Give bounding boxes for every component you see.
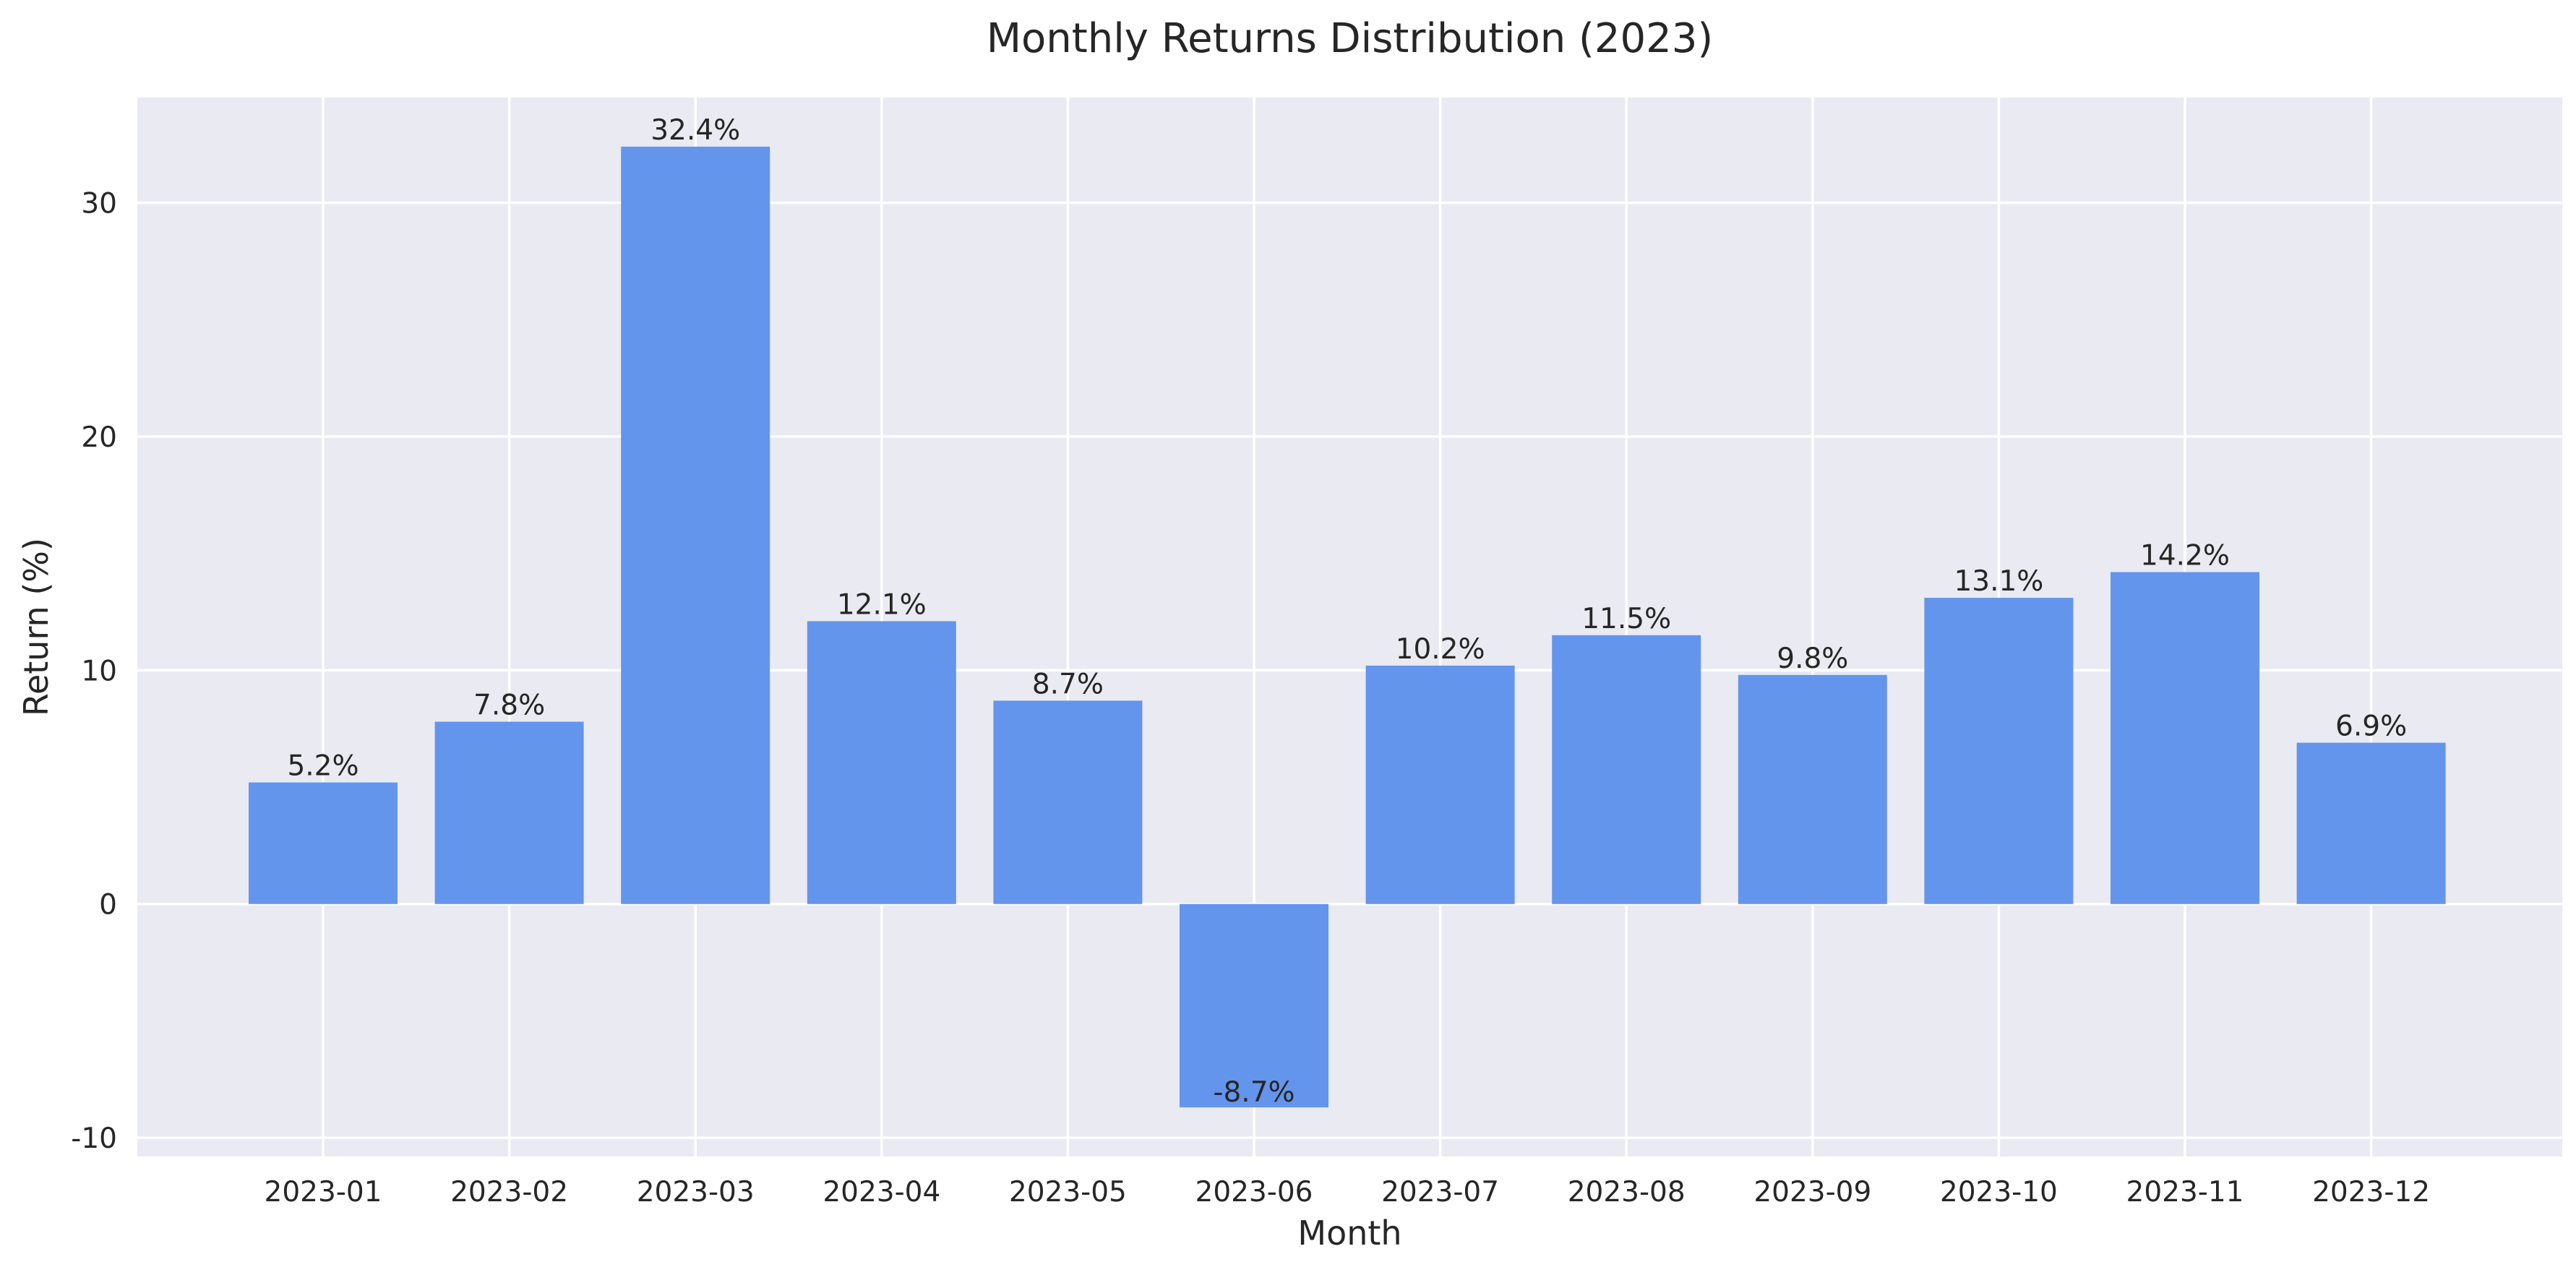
bar-2023-05 <box>993 700 1143 904</box>
y-axis-ticks: -10 0 10 20 30 <box>71 188 117 1156</box>
data-label-2023-04: 12.1% <box>837 588 927 621</box>
data-label-2023-05: 8.7% <box>1032 668 1104 700</box>
y-tick-label: 20 <box>81 421 117 454</box>
data-labels: 5.2% 7.8% 32.4% 12.1% 8.7% -8.7% 10.2% 11.5% 9.8… <box>287 114 2407 1109</box>
bar-2023-01 <box>249 782 398 904</box>
x-tick-label: 2023-09 <box>1753 1176 1871 1209</box>
x-tick-label: 2023-02 <box>450 1176 568 1209</box>
bars <box>249 146 2446 1108</box>
bar-2023-09 <box>1738 674 1887 904</box>
bar-2023-03 <box>621 146 770 904</box>
y-tick-label: -10 <box>71 1122 117 1155</box>
y-tick-label: 10 <box>81 655 117 687</box>
y-axis-label: Return (%) <box>17 538 56 716</box>
bar-2023-06 <box>1180 903 1328 1108</box>
data-label-2023-01: 5.2% <box>287 750 359 783</box>
x-tick-label: 2023-11 <box>2126 1176 2244 1209</box>
x-tick-label: 2023-01 <box>265 1176 382 1209</box>
data-label-2023-09: 9.8% <box>1777 643 1848 675</box>
y-tick-label: 30 <box>81 188 117 220</box>
x-tick-label: 2023-04 <box>823 1176 940 1209</box>
bar-2023-10 <box>1924 598 2074 904</box>
chart-title: Monthly Returns Distribution (2023) <box>987 15 1714 62</box>
data-label-2023-06: -8.7% <box>1213 1076 1295 1109</box>
bar-2023-12 <box>2296 742 2446 904</box>
data-label-2023-10: 13.1% <box>1954 565 2043 598</box>
x-tick-label: 2023-03 <box>637 1176 755 1209</box>
x-tick-label: 2023-07 <box>1381 1176 1499 1209</box>
bar-2023-04 <box>807 621 956 904</box>
y-tick-label: 0 <box>99 889 117 922</box>
x-tick-label: 2023-12 <box>2312 1176 2430 1209</box>
bar-2023-07 <box>1365 665 1515 904</box>
bar-2023-02 <box>434 721 584 904</box>
data-label-2023-03: 32.4% <box>651 114 740 147</box>
x-tick-label: 2023-10 <box>1940 1176 2058 1209</box>
x-axis-ticks: 2023-01 2023-02 2023-03 2023-04 2023-05 2023-… <box>265 1176 2431 1209</box>
bar-2023-08 <box>1552 635 1701 904</box>
x-tick-label: 2023-08 <box>1568 1176 1686 1209</box>
data-label-2023-12: 6.9% <box>2335 711 2407 743</box>
data-label-2023-11: 14.2% <box>2140 540 2230 572</box>
x-tick-label: 2023-06 <box>1195 1176 1313 1209</box>
data-label-2023-07: 10.2% <box>1396 633 1485 666</box>
x-tick-label: 2023-05 <box>1009 1176 1127 1209</box>
data-label-2023-08: 11.5% <box>1581 603 1671 635</box>
data-label-2023-02: 7.8% <box>473 689 545 721</box>
bar-2023-11 <box>2111 572 2259 904</box>
x-axis-label: Month <box>1297 1214 1401 1253</box>
